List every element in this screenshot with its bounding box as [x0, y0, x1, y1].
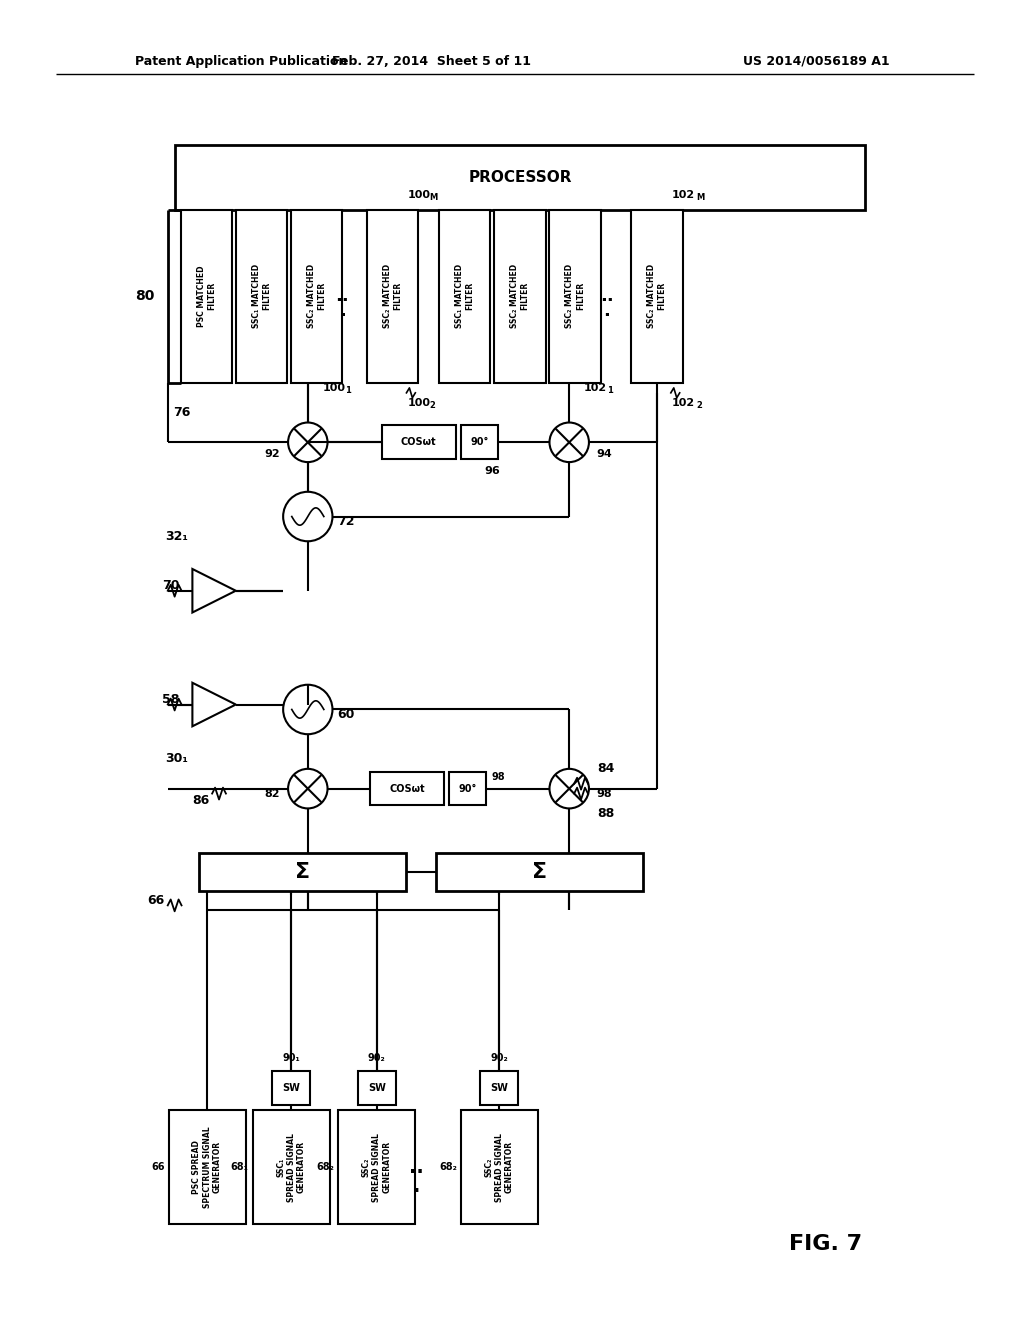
Bar [175, 145, 865, 210]
Text: 68₁: 68₁ [230, 1162, 249, 1172]
Text: 66: 66 [152, 1162, 165, 1172]
Bar [382, 425, 456, 459]
Text: SSC₂ MATCHED
FILTER: SSC₂ MATCHED FILTER [307, 264, 327, 329]
Text: 92: 92 [264, 449, 281, 459]
Text: PROCESSOR: PROCESSOR [468, 170, 571, 185]
Text: SW: SW [368, 1082, 386, 1093]
Text: 98: 98 [597, 788, 612, 799]
Bar [632, 210, 683, 383]
Bar [169, 1110, 246, 1224]
Text: 90₁: 90₁ [283, 1053, 300, 1063]
Text: 102: 102 [584, 383, 607, 393]
Bar [236, 210, 287, 383]
Text: FIG. 7: FIG. 7 [790, 1234, 862, 1254]
Text: ..: .. [336, 288, 349, 305]
Text: 88: 88 [597, 807, 614, 820]
Text: M: M [696, 194, 705, 202]
Bar [253, 1110, 330, 1224]
Text: 76: 76 [173, 407, 190, 420]
Text: ..: .. [600, 288, 613, 305]
Text: .: . [413, 1177, 420, 1196]
Text: PSC MATCHED
FILTER: PSC MATCHED FILTER [197, 265, 216, 327]
Text: 90₂: 90₂ [490, 1053, 508, 1063]
Bar [439, 210, 490, 383]
Text: 66: 66 [147, 894, 165, 907]
Text: SSC₂ MATCHED
FILTER: SSC₂ MATCHED FILTER [647, 264, 667, 329]
Text: 102: 102 [672, 190, 695, 199]
Text: 82: 82 [264, 788, 281, 799]
Bar [367, 210, 418, 383]
Text: 90°: 90° [459, 784, 477, 793]
Text: 90°: 90° [470, 437, 488, 447]
Bar [449, 772, 486, 805]
Text: 32₁: 32₁ [165, 529, 187, 543]
Bar [550, 210, 601, 383]
Text: 100: 100 [408, 397, 430, 408]
Text: Σ: Σ [532, 862, 547, 882]
Text: 102: 102 [672, 397, 695, 408]
Text: 1: 1 [345, 387, 351, 396]
Text: SSC₁ MATCHED
FILTER: SSC₁ MATCHED FILTER [252, 264, 271, 329]
Text: 70: 70 [162, 579, 179, 593]
Text: SSC₁
SPREAD SIGNAL
GENERATOR: SSC₁ SPREAD SIGNAL GENERATOR [276, 1133, 306, 1201]
Text: 68₂: 68₂ [316, 1162, 335, 1172]
Text: SSC₂
SPREAD SIGNAL
GENERATOR: SSC₂ SPREAD SIGNAL GENERATOR [484, 1133, 514, 1201]
Text: 86: 86 [191, 795, 209, 807]
Text: .: . [339, 302, 346, 321]
Text: 2: 2 [429, 401, 435, 411]
Text: ..: .. [409, 1158, 424, 1176]
Bar [180, 210, 231, 383]
Bar [436, 853, 643, 891]
Text: Feb. 27, 2014  Sheet 5 of 11: Feb. 27, 2014 Sheet 5 of 11 [332, 55, 530, 67]
Text: PSC SPREAD
SPECTRUM SIGNAL
GENERATOR: PSC SPREAD SPECTRUM SIGNAL GENERATOR [193, 1126, 222, 1208]
Text: 100: 100 [323, 383, 346, 393]
Text: 72: 72 [337, 515, 355, 528]
Text: SSC₂
SPREAD SIGNAL
GENERATOR: SSC₂ SPREAD SIGNAL GENERATOR [361, 1133, 392, 1201]
Text: SSC₂ MATCHED
FILTER: SSC₂ MATCHED FILTER [565, 264, 585, 329]
Bar [370, 772, 444, 805]
Text: 84: 84 [597, 763, 614, 775]
Text: 98: 98 [492, 772, 505, 781]
Bar [358, 1071, 395, 1105]
Text: SW: SW [282, 1082, 300, 1093]
Text: SSC₂ MATCHED
FILTER: SSC₂ MATCHED FILTER [510, 264, 529, 329]
Text: M: M [429, 194, 437, 202]
Bar [461, 1110, 538, 1224]
Bar [480, 1071, 518, 1105]
Text: US 2014/0056189 A1: US 2014/0056189 A1 [742, 55, 889, 67]
Text: COSωt: COSωt [389, 784, 425, 793]
Text: SW: SW [490, 1082, 508, 1093]
Text: 68₂: 68₂ [439, 1162, 457, 1172]
Text: 1: 1 [606, 387, 612, 396]
Text: 2: 2 [696, 401, 702, 411]
Text: 30₁: 30₁ [165, 752, 187, 766]
Text: SSC₁ MATCHED
FILTER: SSC₁ MATCHED FILTER [455, 264, 474, 329]
Text: COSωt: COSωt [401, 437, 436, 447]
Bar [272, 1071, 310, 1105]
Text: .: . [603, 302, 610, 321]
Text: Patent Application Publication: Patent Application Publication [135, 55, 347, 67]
Text: 60: 60 [337, 708, 354, 721]
Bar [495, 210, 546, 383]
Text: 90₂: 90₂ [368, 1053, 386, 1063]
Text: Σ: Σ [295, 862, 310, 882]
Text: 100: 100 [408, 190, 430, 199]
Text: 58: 58 [162, 693, 179, 706]
Bar [291, 210, 342, 383]
Text: 80: 80 [135, 289, 155, 304]
Bar [338, 1110, 416, 1224]
Text: 94: 94 [597, 449, 612, 459]
Text: 96: 96 [484, 466, 500, 477]
Bar [200, 853, 407, 891]
Bar [461, 425, 499, 459]
Text: SSC₂ MATCHED
FILTER: SSC₂ MATCHED FILTER [383, 264, 402, 329]
